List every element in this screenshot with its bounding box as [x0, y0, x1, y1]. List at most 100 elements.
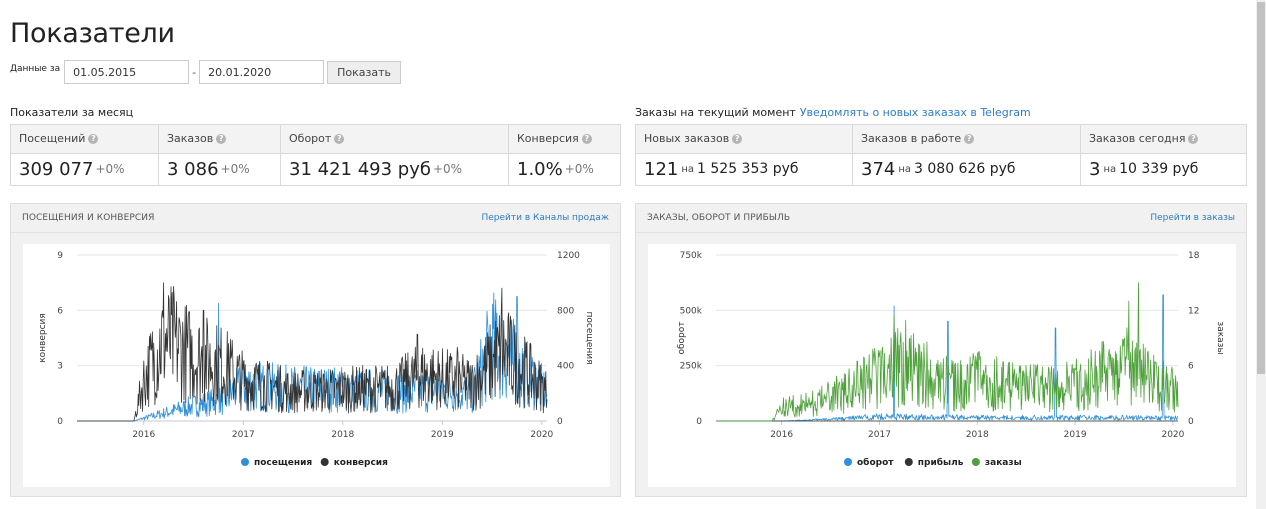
- series-line-конверсия: [77, 282, 548, 422]
- y-left-tick-label: 750k: [680, 251, 703, 261]
- visits-chart: 0 3 6 9 0 400 800 1200 2016 2017 2018 2019 2020 конве…: [23, 244, 610, 487]
- y-left-tick-label: 250k: [680, 362, 703, 372]
- date-filter: Данные за - Показать: [10, 60, 401, 84]
- x-tick-label: 2020: [530, 430, 553, 440]
- stat-value: 309 077: [19, 158, 94, 180]
- stat-visits: Посещений? 309 077 +0%: [11, 125, 159, 185]
- legend-marker: [844, 458, 852, 466]
- scrollbar-thumb[interactable]: [1257, 2, 1265, 374]
- y-right-axis-title: заказы: [1215, 321, 1225, 354]
- stat-sum: 10 339 руб: [1119, 161, 1199, 178]
- stat-delta: +0%: [95, 162, 125, 177]
- monthly-title: Показатели за месяц: [10, 106, 134, 119]
- stat-label: Новых заказов: [644, 132, 730, 146]
- x-tick-label: 2020: [1161, 430, 1184, 440]
- stat-label: Посещений: [19, 132, 86, 146]
- stat-label: Заказов в работе: [861, 132, 962, 146]
- x-tick-label: 2018: [331, 430, 354, 440]
- x-tick-label: 2019: [1064, 430, 1087, 440]
- stat-label: Заказов: [167, 132, 214, 146]
- stat-label: Оборот: [289, 132, 332, 146]
- chart-panel-visits: ПОСЕЩЕНИЯ И КОНВЕРСИЯ Перейти в Каналы п…: [10, 203, 621, 497]
- legend-label: посещения: [254, 458, 312, 468]
- stat-on: на: [681, 163, 695, 175]
- orders-chart-svg: 0 250k 500k 750k 0 6 12 18 2016 2017 2018 2019 2020 о…: [677, 251, 1225, 468]
- y-right-tick-label: 0: [1188, 417, 1194, 427]
- legend-label: заказы: [985, 458, 1022, 468]
- x-tick-label: 2016: [132, 430, 155, 440]
- sales-channels-link[interactable]: Перейти в Каналы продаж: [481, 213, 610, 223]
- legend-label: прибыль: [918, 457, 964, 468]
- y-right-tick-label: 0: [557, 417, 563, 427]
- y-left-tick-label: 9: [57, 251, 63, 261]
- telegram-link[interactable]: Уведомлять о новых заказах в Telegram: [799, 106, 1031, 119]
- legend-label: конверсия: [334, 458, 388, 468]
- help-icon[interactable]: ?: [216, 133, 227, 144]
- help-icon[interactable]: ?: [581, 133, 592, 144]
- monthly-stats: Посещений? 309 077 +0% Заказов? 3 086 +0% …: [10, 124, 621, 186]
- stat-value: 3 086: [167, 158, 219, 180]
- stat-label: Заказов сегодня: [1089, 132, 1186, 146]
- stat-value: 1.0%: [517, 158, 563, 180]
- date-from-input[interactable]: [64, 60, 190, 84]
- stat-delta: +0%: [220, 162, 250, 177]
- stat-orders-in-work: Заказов в работе? 374 на 3 080 626 руб: [853, 125, 1081, 185]
- panel-title: ЗАКАЗЫ, ОБОРОТ И ПРИБЫЛЬ: [647, 213, 791, 223]
- x-tick-label: 2016: [770, 430, 793, 440]
- current-title: Заказы на текущий момент Уведомлять о нов…: [635, 106, 1031, 119]
- stat-count: 3: [1089, 158, 1101, 180]
- help-icon[interactable]: ?: [732, 133, 743, 144]
- stat-value: 31 421 493 руб: [289, 158, 431, 180]
- y-right-axis-title: посещения: [584, 311, 594, 364]
- date-separator: -: [192, 65, 197, 79]
- stat-count: 121: [644, 158, 679, 180]
- legend-marker: [241, 458, 249, 466]
- y-left-tick-label: 0: [696, 417, 702, 427]
- y-left-tick-label: 6: [57, 306, 63, 316]
- legend-marker: [320, 458, 329, 466]
- date-to-input[interactable]: [199, 60, 325, 84]
- series-line-заказы: [716, 282, 1179, 422]
- stat-turnover: Оборот? 31 421 493 руб +0%: [281, 125, 509, 185]
- stat-on: на: [898, 163, 912, 175]
- stat-conversion: Конверсия? 1.0% +0%: [509, 125, 620, 185]
- stat-label: Конверсия: [517, 132, 579, 146]
- series-line-оборот: [716, 294, 1179, 422]
- stat-new-orders: Новых заказов? 121 на 1 525 353 руб: [636, 125, 853, 185]
- stat-on: на: [1103, 163, 1117, 175]
- current-title-text: Заказы на текущий момент: [635, 106, 796, 119]
- y-left-tick-label: 500k: [680, 306, 703, 316]
- help-icon[interactable]: ?: [1188, 133, 1199, 144]
- stat-sum: 1 525 353 руб: [697, 161, 799, 178]
- x-tick-label: 2017: [868, 430, 891, 440]
- panel-title: ПОСЕЩЕНИЯ И КОНВЕРСИЯ: [22, 213, 155, 223]
- current-stats: Новых заказов? 121 на 1 525 353 руб Заказо…: [635, 124, 1247, 186]
- help-icon[interactable]: ?: [88, 133, 99, 144]
- page-scrollbar[interactable]: [1256, 0, 1266, 509]
- orders-chart: 0 250k 500k 750k 0 6 12 18 2016 2017 2018 2019 2020 о…: [648, 244, 1236, 487]
- help-icon[interactable]: ?: [334, 133, 345, 144]
- chart-panel-orders: ЗАКАЗЫ, ОБОРОТ И ПРИБЫЛЬ Перейти в заказ…: [635, 203, 1247, 497]
- stat-count: 374: [861, 158, 896, 180]
- stat-sum: 3 080 626 руб: [914, 161, 1016, 178]
- y-left-axis-title: конверсия: [38, 313, 48, 363]
- y-right-tick-label: 800: [557, 306, 574, 316]
- help-icon[interactable]: ?: [964, 133, 975, 144]
- page-title: Показатели: [10, 18, 175, 49]
- y-right-tick-label: 18: [1188, 251, 1200, 261]
- x-tick-label: 2018: [966, 430, 989, 440]
- y-left-axis-title: оборот: [677, 321, 687, 354]
- stat-orders: Заказов? 3 086 +0%: [159, 125, 281, 185]
- visits-chart-svg: 0 3 6 9 0 400 800 1200 2016 2017 2018 2019 2020 конве…: [38, 251, 594, 468]
- filter-label: Данные за: [10, 63, 61, 74]
- legend-marker: [904, 458, 913, 466]
- orders-link[interactable]: Перейти в заказы: [1150, 213, 1235, 223]
- show-button[interactable]: Показать: [327, 60, 401, 84]
- legend-label: оборот: [857, 457, 894, 468]
- legend-marker: [971, 458, 980, 466]
- y-left-tick-label: 0: [57, 417, 63, 427]
- y-right-tick-label: 400: [557, 362, 574, 372]
- stat-delta: +0%: [432, 162, 463, 177]
- y-right-tick-label: 6: [1188, 362, 1194, 372]
- stat-delta: +0%: [564, 162, 594, 177]
